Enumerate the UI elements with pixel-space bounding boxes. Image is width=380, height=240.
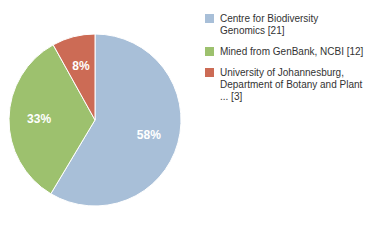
legend-label-line: University of Johannesburg, [220,67,344,78]
legend-label-line: Genomics [21] [220,25,285,36]
legend-label: Centre for BiodiversityGenomics [21] [220,13,318,36]
legend-label-line: Centre for Biodiversity [220,13,318,24]
legend-item: University of Johannesburg,Department of… [205,67,363,102]
slice-label: 33% [27,112,51,126]
legend-label-line: ... [3] [220,91,242,102]
legend: Centre for BiodiversityGenomics [21] Mine… [205,13,364,102]
pie: 58% 33% 8% [9,34,181,206]
legend-swatch [205,47,214,56]
chart: 58% 33% 8% Centre for BiodiversityGenomics … [0,0,380,240]
legend-item: Mined from GenBank, NCBI [12] [205,46,364,57]
legend-label: University of Johannesburg,Department of… [220,67,363,102]
legend-item: Centre for BiodiversityGenomics [21] [205,13,318,36]
slice-label: 8% [72,59,90,73]
legend-swatch [205,14,214,23]
pie-slice [9,45,95,194]
slice-label: 58% [137,128,161,142]
legend-label-line: Mined from GenBank, NCBI [12] [220,46,364,57]
legend-label: Mined from GenBank, NCBI [12] [220,46,364,57]
pie-slice [53,34,95,120]
legend-label-line: Department of Botany and Plant [220,79,363,90]
legend-swatch [205,68,214,77]
